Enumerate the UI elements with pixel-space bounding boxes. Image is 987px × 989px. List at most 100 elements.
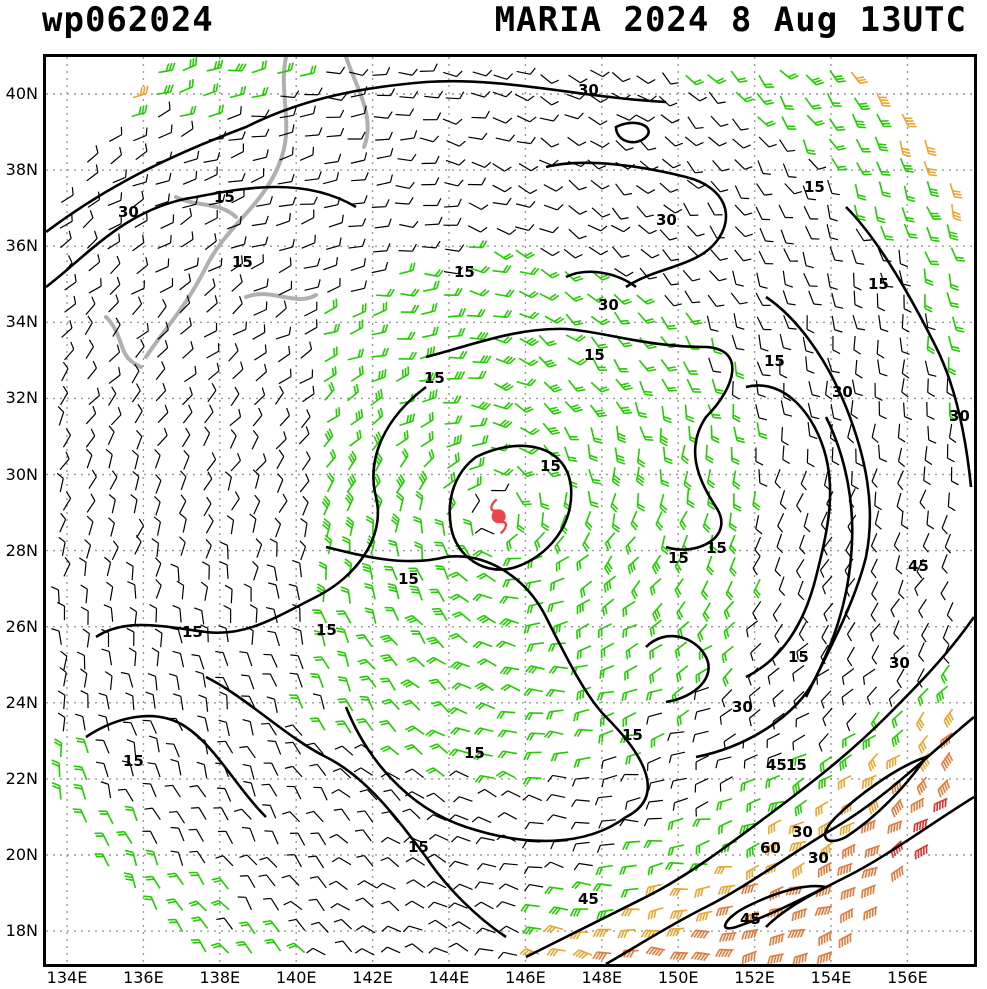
wind-barb	[569, 908, 589, 917]
wind-barb	[323, 257, 339, 271]
wind-barb	[74, 713, 86, 731]
wind-barb	[211, 877, 229, 890]
wind-barb	[204, 278, 216, 297]
wind-barb	[353, 767, 374, 776]
wind-barb	[808, 158, 827, 170]
wind-barb	[73, 765, 88, 781]
wind-barb	[767, 800, 785, 813]
wind-barb	[839, 821, 855, 836]
wind-barb	[423, 198, 442, 207]
wind-barb	[301, 451, 311, 471]
wind-barb	[592, 883, 612, 892]
wind-barb	[871, 581, 879, 601]
wind-barb	[289, 694, 304, 709]
wind-barb	[662, 249, 680, 262]
wind-barb	[217, 830, 234, 844]
wind-barb	[205, 539, 212, 559]
wind-barb	[474, 881, 494, 889]
wind-barb	[253, 278, 269, 292]
wind-barb	[443, 266, 463, 275]
wind-barb	[516, 378, 537, 387]
wind-barb	[397, 153, 417, 162]
wind-barb	[135, 338, 145, 358]
wind-barb	[756, 316, 772, 331]
wind-barb	[155, 382, 167, 402]
wind-barb	[950, 247, 965, 262]
contour-label: 15	[398, 570, 419, 588]
wind-barb	[897, 423, 906, 443]
wind-barb	[166, 898, 184, 911]
wind-barb	[940, 664, 950, 684]
wind-barb	[942, 624, 950, 645]
wind-barb	[948, 273, 959, 291]
wind-barb	[398, 68, 418, 76]
wind-barb	[355, 634, 373, 647]
wind-barb	[470, 417, 488, 428]
wind-barb	[101, 648, 113, 666]
wind-barb	[572, 949, 593, 960]
contour-label: 15	[454, 263, 475, 281]
wind-barb	[426, 636, 445, 649]
wind-barb	[611, 207, 629, 220]
wind-barb	[502, 557, 521, 567]
wind-barb	[822, 575, 833, 595]
wind-barb	[327, 93, 347, 101]
wind-barb	[237, 896, 253, 911]
wind-barb	[852, 314, 866, 331]
wind-barb	[266, 696, 278, 713]
wind-barb	[554, 535, 565, 555]
wind-barb	[734, 204, 753, 216]
wind-barb	[110, 146, 123, 165]
wind-barb	[474, 527, 495, 535]
wind-barb	[310, 921, 329, 933]
wind-barb	[796, 558, 805, 579]
wind-barb	[619, 818, 639, 827]
wind-barb	[288, 918, 306, 931]
wind-barb	[125, 561, 134, 581]
wind-barb	[108, 494, 116, 514]
wind-barb	[734, 249, 752, 262]
latitude-label: 30N	[5, 464, 38, 484]
wind-barb	[804, 225, 820, 240]
wind-barb	[706, 469, 715, 489]
wind-barb	[371, 324, 389, 336]
wind-barb	[396, 491, 405, 512]
wind-barb	[447, 902, 468, 909]
wind-barb	[950, 467, 959, 486]
wind-barb	[371, 473, 381, 494]
wind-barb	[444, 179, 464, 187]
wind-barb	[721, 689, 733, 708]
wind-barb	[53, 738, 63, 758]
wind-barb	[649, 643, 663, 660]
wind-barb	[520, 903, 540, 913]
wind-barb	[792, 952, 809, 964]
wind-barb	[204, 209, 218, 225]
wind-barb	[492, 163, 512, 172]
wind-barb	[819, 558, 830, 578]
wind-barb	[328, 214, 344, 228]
wind-barb	[652, 602, 663, 622]
wind-barb	[687, 116, 704, 130]
wind-barb	[493, 401, 514, 410]
contour-label: 45	[578, 890, 599, 908]
wind-barb	[262, 919, 280, 933]
wind-barb	[157, 404, 169, 423]
wind-barb	[543, 402, 562, 415]
contour-label: 30	[118, 203, 139, 221]
wind-barb	[251, 215, 269, 227]
wind-barb	[469, 456, 485, 471]
wind-barb	[548, 665, 568, 674]
longitude-label: 136E	[123, 968, 164, 987]
wind-barb	[421, 240, 441, 249]
wind-barb	[679, 510, 688, 531]
wind-barb	[94, 832, 110, 847]
wind-barb	[563, 248, 583, 259]
wind-barb	[144, 875, 161, 889]
wind-barb	[301, 209, 315, 225]
wind-barb	[674, 554, 684, 574]
wind-barb	[155, 579, 162, 599]
wind-barb	[649, 619, 663, 637]
wind-barb	[88, 387, 101, 406]
wind-barb	[57, 405, 65, 426]
wind-barb	[184, 257, 199, 272]
